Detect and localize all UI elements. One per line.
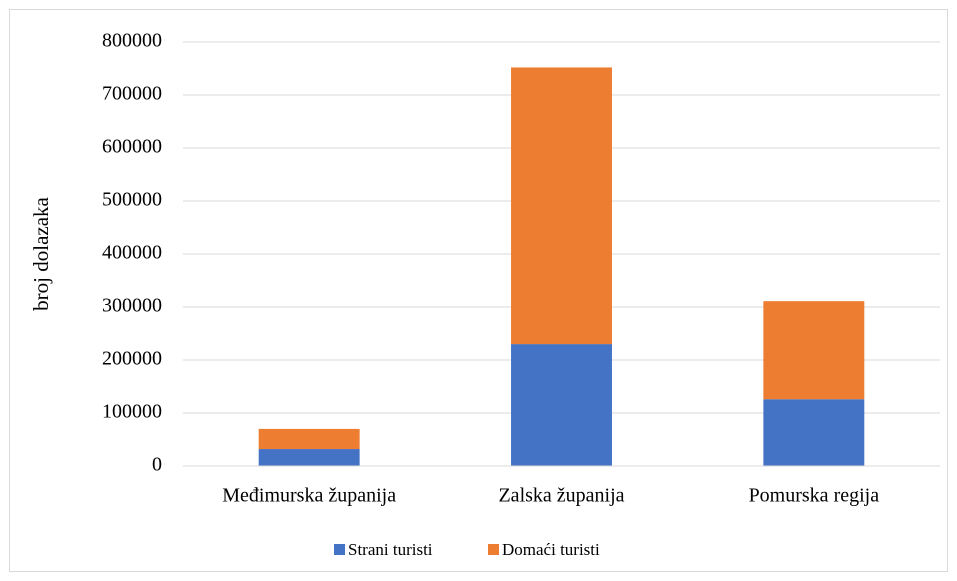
bar-segment — [258, 449, 360, 466]
y-tick-label: 100000 — [102, 401, 162, 423]
x-tick-label: Pomurska regija — [749, 485, 880, 507]
x-tick-label: Međimurska županija — [222, 485, 396, 507]
y-tick-label: 700000 — [102, 83, 162, 105]
y-tick-label: 0 — [152, 454, 162, 476]
y-tick-label: 400000 — [102, 242, 162, 264]
y-tick-label: 600000 — [102, 136, 162, 158]
y-tick-label: 500000 — [102, 189, 162, 211]
legend-label: Strani turisti — [348, 540, 433, 559]
chart-frame — [9, 9, 948, 572]
bar-segment — [258, 428, 360, 450]
y-tick-label: 300000 — [102, 295, 162, 317]
legend-label: Domaći turisti — [502, 540, 600, 559]
x-tick-label: Zalska županija — [498, 485, 624, 507]
legend-swatch — [334, 544, 345, 555]
bar-segment — [763, 301, 865, 400]
legend-swatch — [488, 544, 499, 555]
y-tick-label: 800000 — [102, 30, 162, 52]
bar-segment — [511, 67, 612, 345]
bar-segment — [511, 344, 612, 466]
bar-segment — [763, 399, 865, 466]
y-tick-label: 200000 — [102, 348, 162, 370]
y-axis-label: broj dolazaka — [29, 196, 53, 310]
